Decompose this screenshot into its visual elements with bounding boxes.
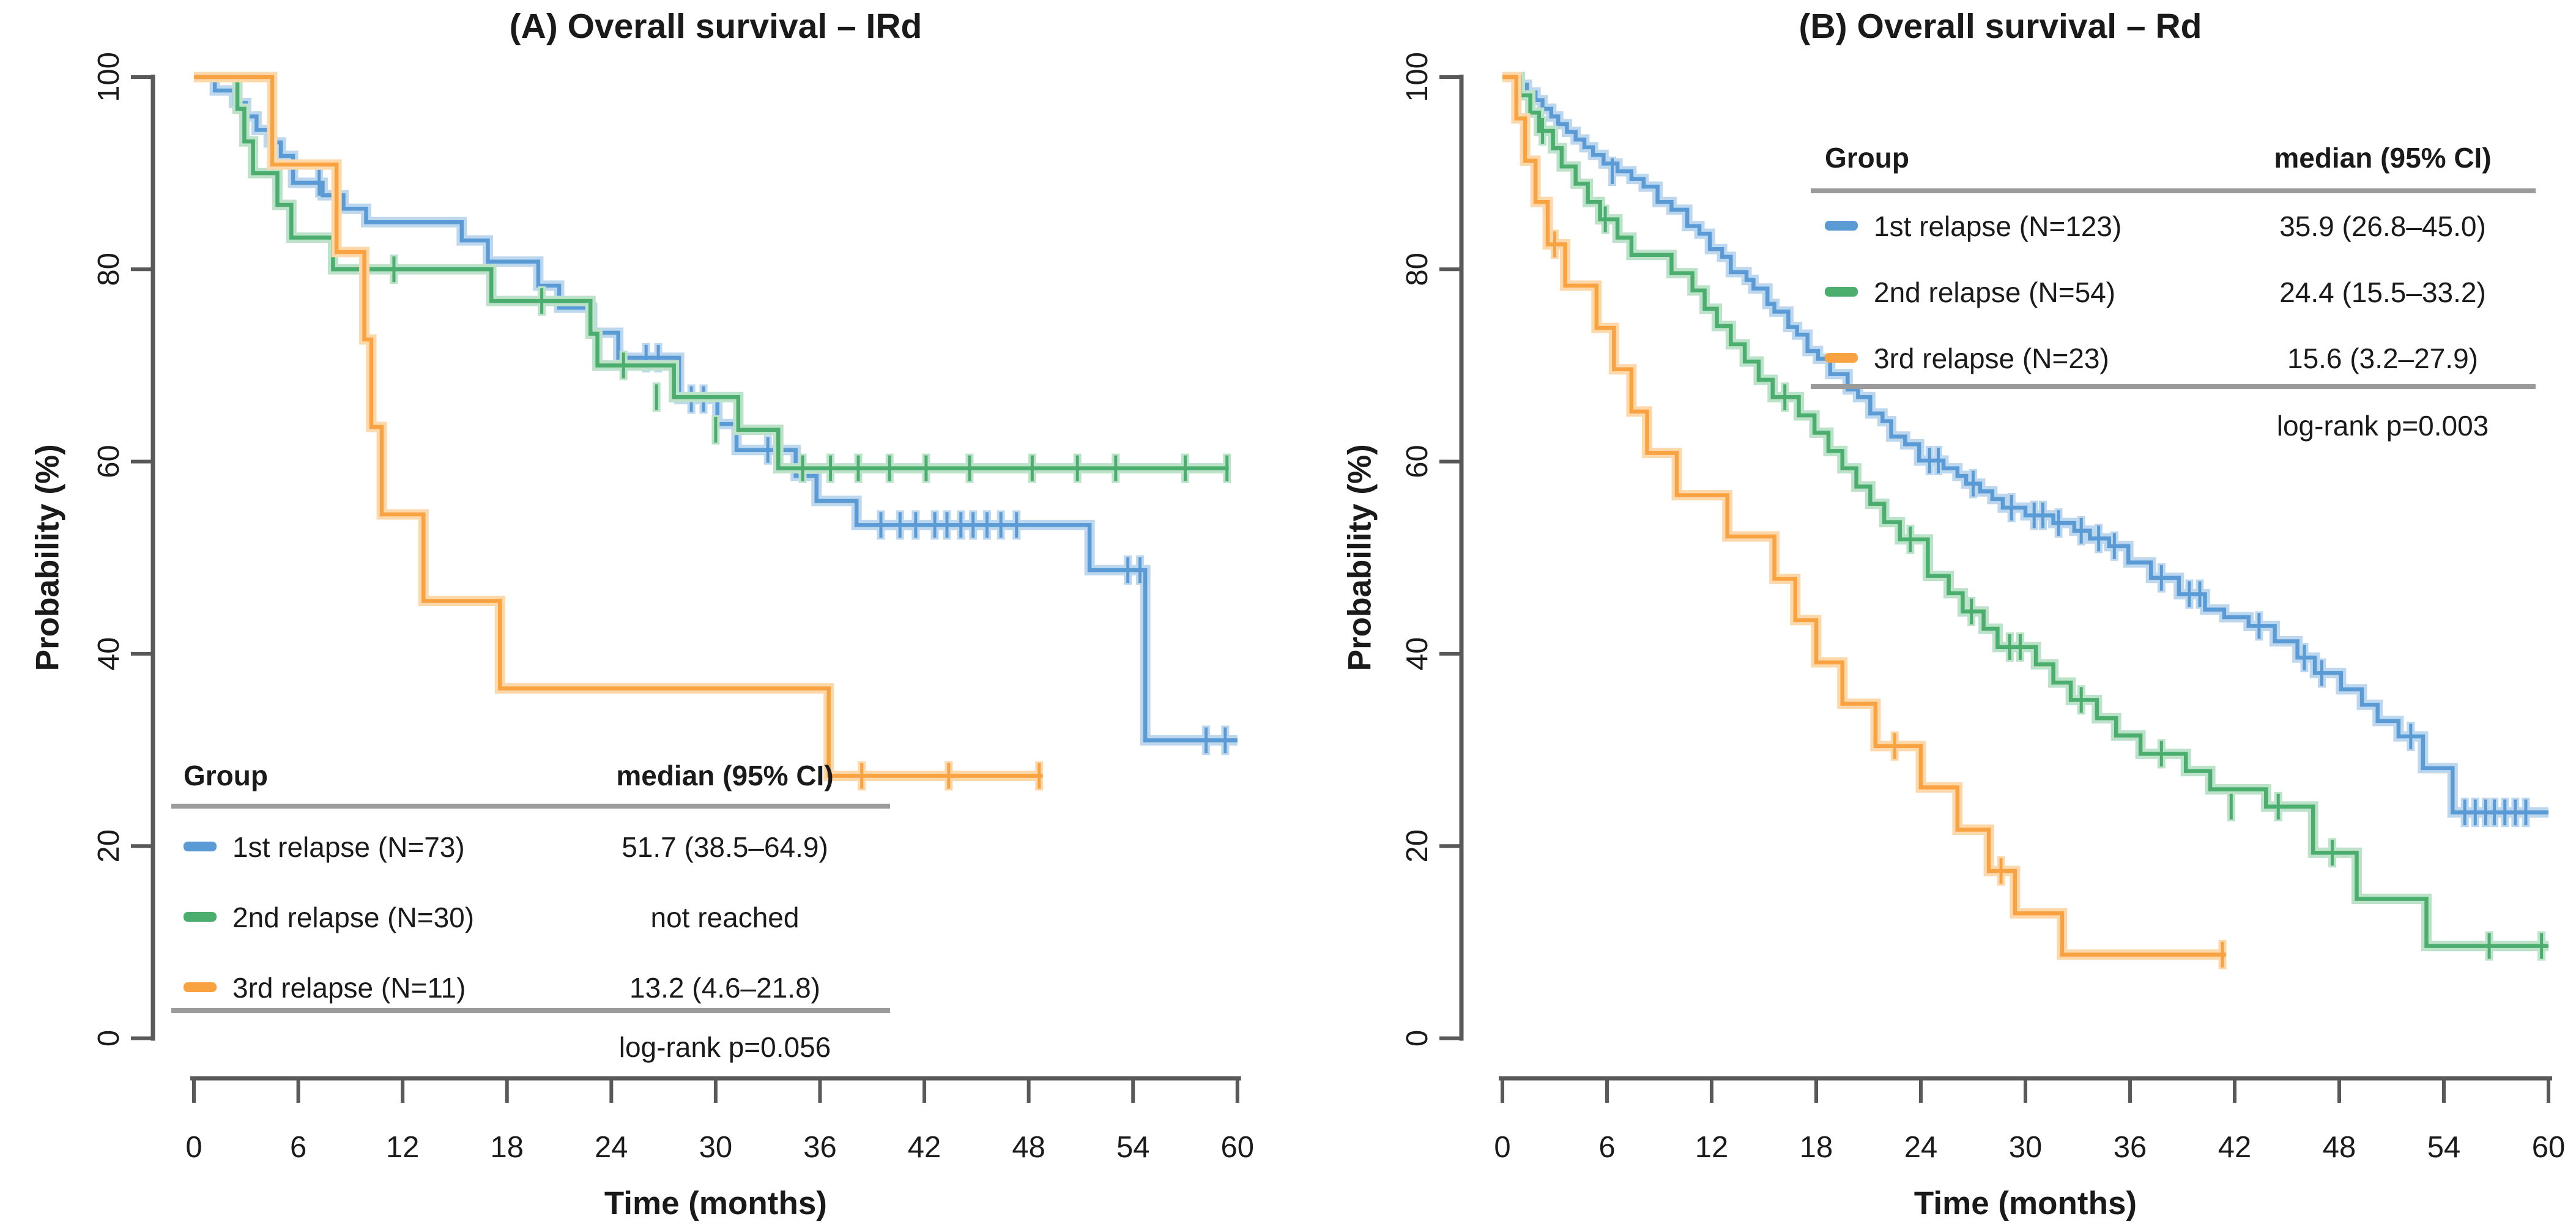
legend-row-label: 3rd relapse (N=11) <box>232 972 466 1004</box>
legend-row-label: 1st relapse (N=123) <box>1874 210 2121 242</box>
legend-row-median: 51.7 (38.5–64.9) <box>622 831 828 863</box>
legend-row-median: 35.9 (26.8–45.0) <box>2279 210 2486 242</box>
y-tick-label: 20 <box>92 829 125 863</box>
x-axis-label: Time (months) <box>604 1185 827 1221</box>
y-tick-label: 80 <box>1401 253 1434 286</box>
legend-header-group: Group <box>184 760 268 791</box>
x-tick-label: 60 <box>1221 1131 1255 1164</box>
x-axis: 0 6 12 18 24 30 36 42 48 54 60 Time (months) <box>185 1076 1255 1221</box>
x-tick-label: 12 <box>1695 1131 1729 1164</box>
y-axis: 0 20 40 60 80 100 Probability (%) <box>1342 52 1464 1047</box>
x-tick-label: 18 <box>490 1131 524 1164</box>
panel-overall-survival-rd: (B) Overall survival – Rd 0 20 40 60 80 100 Pro… <box>1288 0 2575 1230</box>
legend-swatch <box>1825 221 1858 231</box>
x-tick-label: 42 <box>2218 1131 2252 1164</box>
x-tick-label: 30 <box>699 1131 733 1164</box>
y-tick-label: 60 <box>1401 445 1434 478</box>
y-axis-label: Probability (%) <box>30 444 66 671</box>
x-tick-label: 36 <box>803 1131 837 1164</box>
km-curve-3rd-relapse-n-11- <box>194 72 1044 791</box>
panel-overall-survival-ird: (A) Overall survival – IRd 0 20 40 60 80 100 Pr… <box>30 7 1255 1221</box>
legend-row-label: 2nd relapse (N=30) <box>232 902 474 933</box>
legend-row-median: 15.6 (3.2–27.9) <box>2287 343 2478 374</box>
x-axis: 0 6 12 18 24 30 36 42 48 54 60 Time (months) <box>1494 1076 2566 1221</box>
y-tick-label: 20 <box>1401 829 1434 863</box>
km-curve-3rd-relapse-n-23- <box>1502 72 2227 969</box>
x-tick-label: 30 <box>2009 1131 2043 1164</box>
legend-swatch <box>184 982 217 992</box>
x-tick-label: 6 <box>1598 1131 1615 1164</box>
km-chart-svg: (A) Overall survival – IRd020406080100Pr… <box>30 7 1255 1221</box>
y-tick-label: 100 <box>92 52 125 102</box>
y-tick-label: 40 <box>1401 637 1434 671</box>
x-tick-label: 12 <box>386 1131 420 1164</box>
y-tick-label: 60 <box>92 445 125 478</box>
km-curve-2nd-relapse-n-54- <box>1502 72 2548 961</box>
x-axis-label: Time (months) <box>1914 1185 2137 1221</box>
legend-row-median: not reached <box>651 902 800 933</box>
legend-header-median: median (95% CI) <box>2274 142 2491 174</box>
legend-header-median: median (95% CI) <box>616 760 833 791</box>
x-tick-label: 0 <box>1494 1131 1510 1164</box>
y-tick-label: 40 <box>92 637 125 671</box>
chart-title: (B) Overall survival – Rd <box>1799 7 2202 46</box>
y-tick-label: 0 <box>92 1030 125 1047</box>
y-tick-label: 100 <box>1401 52 1434 102</box>
legend-row-label: 1st relapse (N=73) <box>232 831 465 863</box>
legend-swatch <box>1825 353 1858 363</box>
x-tick-label: 48 <box>1012 1131 1045 1164</box>
x-tick-label: 54 <box>1116 1131 1150 1164</box>
legend-swatch <box>1825 287 1858 297</box>
legend-table: Group median (95% CI) 1st relapse (N=123) 3… <box>1811 142 2536 442</box>
x-tick-label: 24 <box>1904 1131 1938 1164</box>
km-chart-svg: (B) Overall survival – Rd020406080100Pro… <box>1342 7 2566 1221</box>
x-tick-label: 36 <box>2114 1131 2147 1164</box>
legend-swatch <box>184 912 217 922</box>
legend-row-label: 2nd relapse (N=54) <box>1874 276 2115 308</box>
x-tick-label: 0 <box>185 1131 202 1164</box>
y-tick-label: 80 <box>92 253 125 286</box>
chart-title: (A) Overall survival – IRd <box>510 7 922 46</box>
km-curve-1st-relapse-n-123- <box>1502 72 2548 828</box>
legend-table: Group median (95% CI) 1st relapse (N=73) 51… <box>171 760 890 1063</box>
legend-swatch <box>184 842 217 851</box>
logrank-pvalue: log-rank p=0.003 <box>2277 410 2489 442</box>
x-tick-label: 48 <box>2323 1131 2356 1164</box>
x-tick-label: 54 <box>2427 1131 2461 1164</box>
x-tick-label: 18 <box>1800 1131 1833 1164</box>
x-tick-label: 6 <box>290 1131 306 1164</box>
legend-row-median: 24.4 (15.5–33.2) <box>2279 276 2486 308</box>
y-tick-label: 0 <box>1401 1030 1434 1047</box>
km-curve-2nd-relapse-n-30- <box>194 72 1231 483</box>
y-axis-label: Probability (%) <box>1342 444 1378 671</box>
y-axis: 0 20 40 60 80 100 Probability (%) <box>30 52 155 1047</box>
legend-row-median: 13.2 (4.6–21.8) <box>629 972 820 1004</box>
logrank-pvalue: log-rank p=0.056 <box>619 1031 831 1063</box>
x-tick-label: 24 <box>595 1131 628 1164</box>
legend-row-label: 3rd relapse (N=23) <box>1874 343 2109 374</box>
x-tick-label: 60 <box>2532 1131 2566 1164</box>
x-tick-label: 42 <box>908 1131 941 1164</box>
legend-header-group: Group <box>1825 142 1909 174</box>
